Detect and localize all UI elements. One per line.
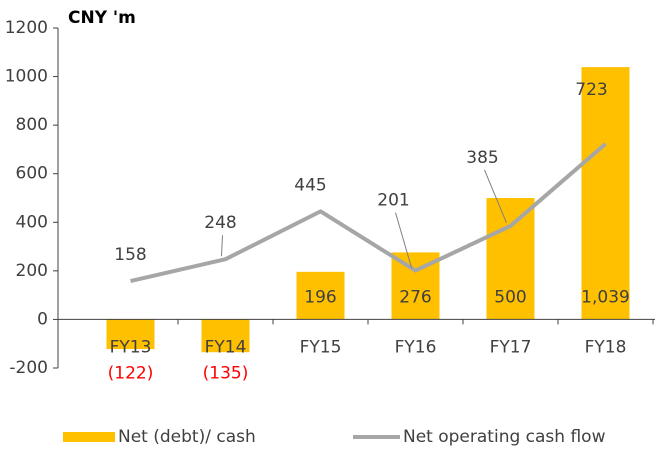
x-tick-label: FY13 [110,337,152,357]
line-value-label: 248 [204,213,236,233]
y-tick-label: 400 [16,212,48,232]
line-value-label: 158 [114,245,146,265]
bar [201,319,250,353]
y-tick-label: 800 [16,115,48,135]
x-tick-label: FY16 [395,337,437,357]
line-value-label: 385 [466,148,498,168]
x-tick-label: FY14 [205,337,247,357]
leader-line [484,169,507,224]
y-tick-label: 200 [16,261,48,281]
legend-label: Net operating cash flow [403,427,606,447]
bar-value-label: (122) [108,363,154,383]
bar [486,198,535,320]
leader-line [395,212,412,268]
legend-label: Net (debt)/ cash [118,427,256,447]
bar [581,67,630,320]
line-value-label: 445 [294,175,326,195]
y-tick-label: 0 [37,309,48,329]
leader-line [221,235,223,257]
x-tick-label: FY18 [585,337,627,357]
bar-value-label: 196 [304,287,336,307]
y-tick-label: 1200 [5,18,48,38]
y-tick-label: -200 [9,358,48,378]
line [130,142,607,284]
x-tick-label: FY15 [300,337,342,357]
bar-value-label: 1,039 [581,287,630,307]
bar-value-label: (135) [203,363,249,383]
y-axis-label: CNY 'm [68,8,136,28]
line-value-label: 201 [377,191,409,211]
x-tick-label: FY17 [490,337,532,357]
line-value-label: 723 [575,80,607,100]
y-tick-label: 1000 [5,67,48,87]
legend-swatch [63,432,115,442]
bar [106,319,155,350]
bar-value-label: 500 [494,287,526,307]
bar [296,271,345,320]
bar-value-label: 276 [399,287,431,307]
y-tick-label: 600 [16,164,48,184]
